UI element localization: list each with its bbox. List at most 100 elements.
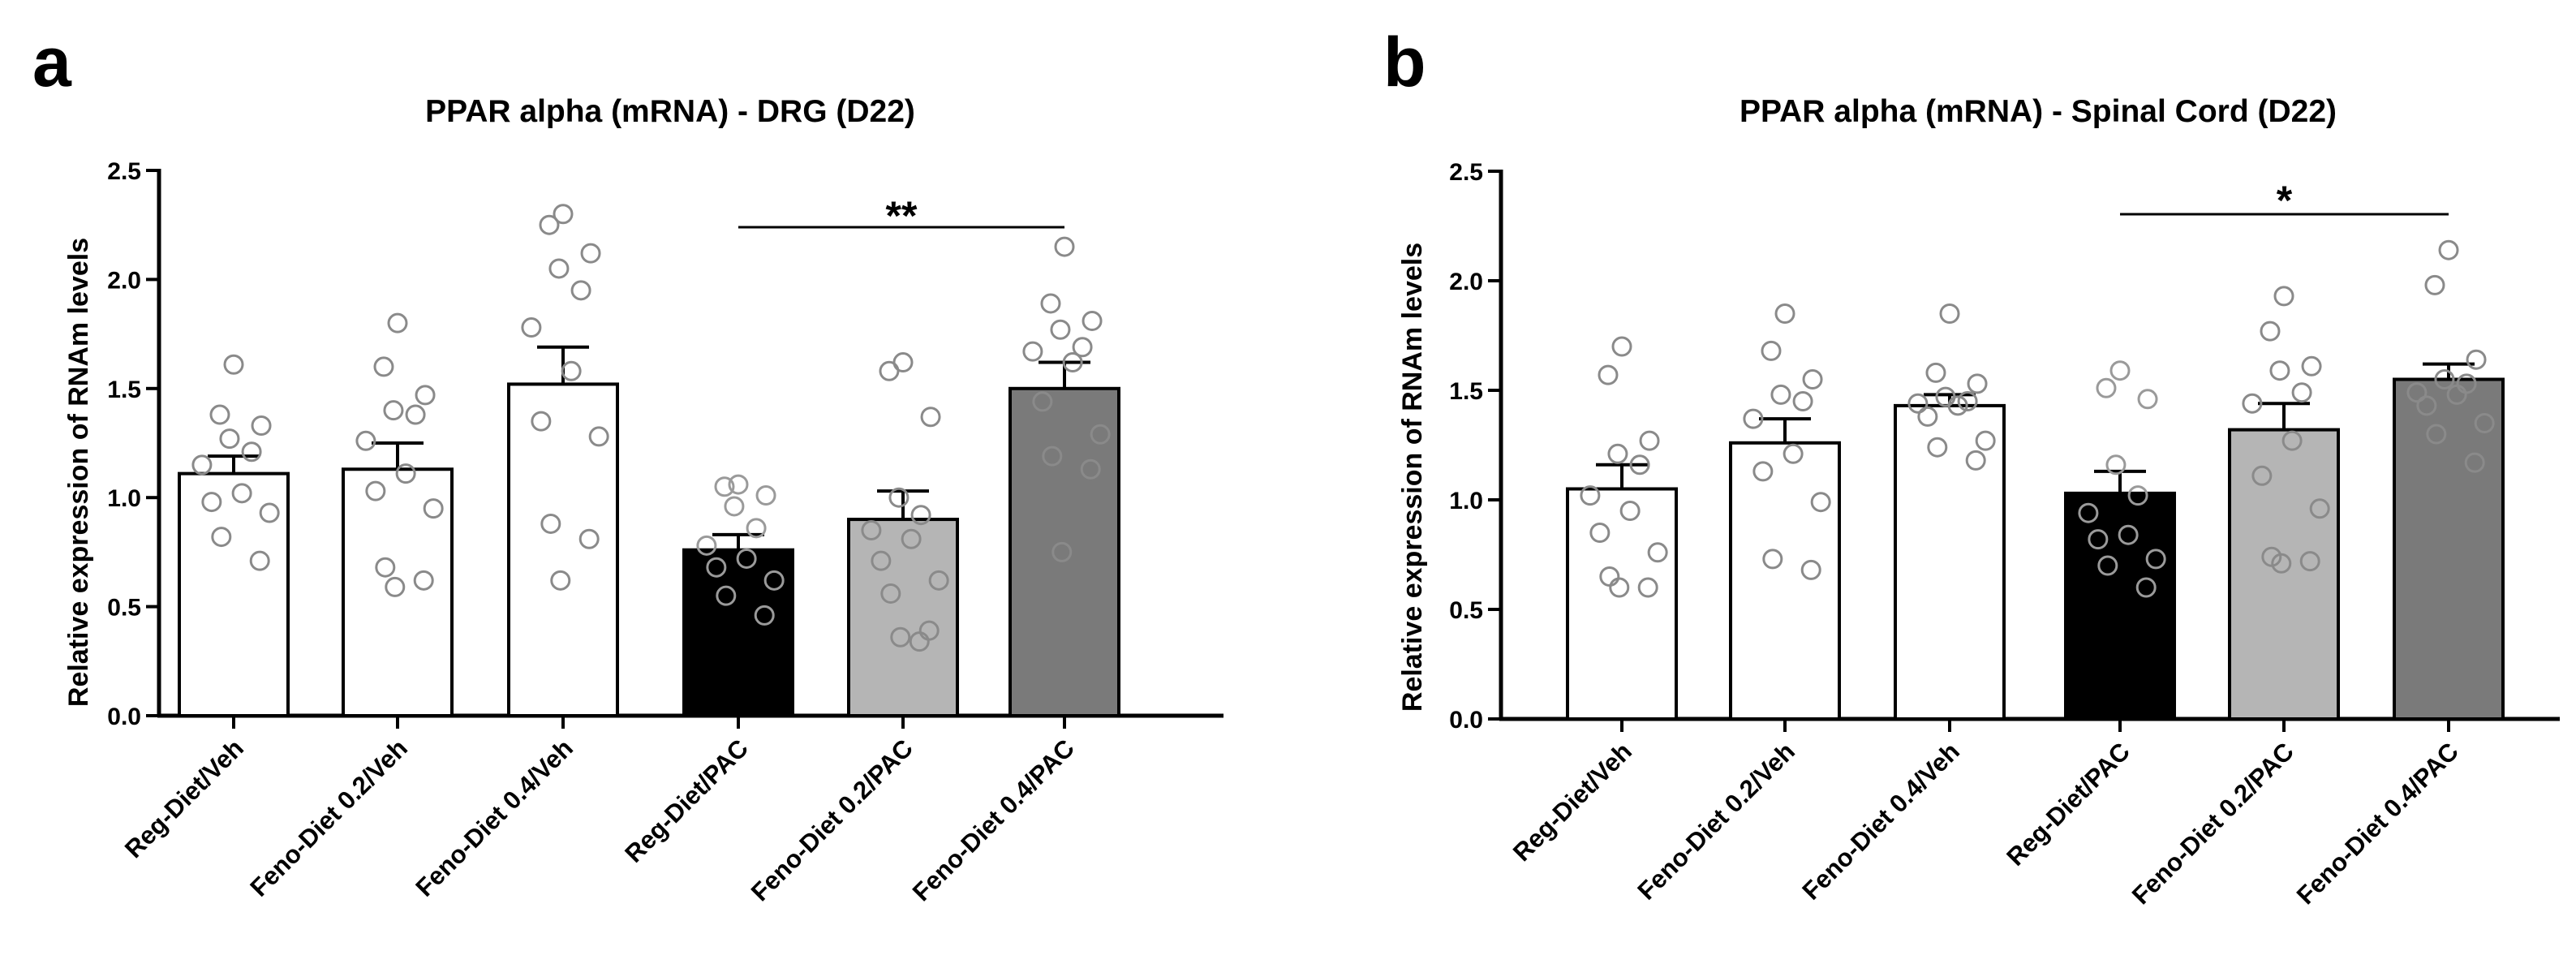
panel-a-data-point — [1051, 541, 1073, 562]
panel-a-data-point — [423, 498, 444, 519]
panel-a-x-tick-label: Feno-Diet 0.2/Veh — [244, 734, 412, 902]
panel-b-data-point — [1925, 362, 1946, 383]
panel-a-data-point — [1080, 458, 1101, 480]
panel-a-data-point — [696, 535, 717, 556]
panel-b-data-point — [2424, 274, 2445, 295]
panel-a-data-point — [724, 496, 745, 517]
panel-b-y-axis-label: Relative expression of RNAm levels — [1397, 243, 1428, 712]
panel-a-data-point — [890, 626, 911, 648]
panel-a-data-point — [879, 360, 900, 381]
panel-b-x-tick-label: Feno-Diet 0.2/Veh — [1632, 737, 1800, 905]
panel-a-data-point — [888, 487, 910, 508]
panel-b-y-tick-label: 1.0 — [1449, 488, 1483, 514]
panel-a-x-tick-label: Feno-Diet 0.2/PAC — [746, 734, 918, 906]
panel-a-data-point — [1050, 319, 1071, 340]
panel-b-data-point — [1598, 364, 1619, 385]
panel-b-data-point — [2118, 524, 2139, 545]
panel-a-y-tick-label: 1.0 — [107, 485, 141, 512]
panel-a-data-point — [521, 317, 542, 338]
panel-b-x-tick-label: Feno-Diet 0.4/PAC — [2291, 737, 2464, 910]
panel-b-data-point — [2096, 377, 2117, 398]
panel-b-data-point — [2145, 549, 2166, 570]
panel-b-x-tick-label: Feno-Diet 0.4/Veh — [1796, 737, 1964, 905]
panel-b-data-point — [2242, 393, 2263, 414]
panel-a-data-point — [706, 557, 727, 578]
panel-b-y-tick-label: 0.0 — [1449, 707, 1483, 734]
panel-a-data-point — [415, 385, 436, 406]
panel-b-data-point — [1947, 395, 1968, 416]
panel-a-data-point — [928, 570, 949, 591]
panel-a-data-point — [219, 428, 240, 450]
panel-b-data-point — [1774, 303, 1795, 324]
panel-b-data-point — [1629, 454, 1650, 476]
panel-b-data-point — [1743, 408, 1764, 429]
panel-b-data-point — [2127, 485, 2148, 506]
panel-b-data-point — [2446, 384, 2467, 405]
panel-b-data-point — [2078, 502, 2099, 523]
panel-b-data-point — [2291, 382, 2312, 403]
panel-b-data-point — [1637, 577, 1658, 598]
panel-a-data-point — [861, 520, 882, 541]
panel-b-data-point — [1762, 549, 1783, 570]
panel-a-y-tick-label: 2.5 — [107, 158, 141, 185]
panel-a-data-point — [880, 583, 901, 604]
panel-b-data-point — [2271, 553, 2292, 574]
panel-a-data-point — [754, 605, 775, 626]
panel-a-data-point — [746, 518, 767, 539]
panel-a-data-point — [553, 204, 574, 225]
panel-a-data-point — [763, 570, 785, 591]
panel-b-data-point — [1589, 523, 1611, 543]
panel-b-letter: b — [1383, 24, 1426, 101]
panel-a-title: PPAR alpha (mRNA) - DRG (D22) — [425, 94, 915, 129]
panel-a-x-tick-label: Feno-Diet 0.4/PAC — [907, 734, 1080, 906]
panel-a-data-point — [387, 312, 408, 334]
panel-b-data-point — [1770, 384, 1791, 405]
panel-a-plot: 0.00.51.01.52.02.5Reg-Diet/VehFeno-Diet … — [107, 158, 1223, 906]
panel-a-data-point — [714, 476, 735, 497]
panel-a-data-point — [910, 505, 931, 526]
panel-a-data-point — [249, 550, 270, 571]
panel-b-data-point — [1927, 437, 1948, 458]
panel-b-data-point — [1619, 501, 1641, 521]
panel-b-data-point — [1810, 492, 1831, 513]
panel-a: a PPAR alpha (mRNA) - DRG (D22) Relative… — [32, 24, 1223, 906]
panel-b-data-point — [2434, 369, 2455, 389]
panel-a-data-point — [728, 474, 749, 495]
panel-b-data-point — [2438, 239, 2459, 260]
panel-a-data-point — [355, 430, 376, 451]
panel-a-y-tick-label: 2.0 — [107, 267, 141, 294]
panel-b-data-point — [1752, 461, 1774, 482]
panel-b-data-point — [2135, 577, 2157, 598]
panel-b-x-tick-label: Reg-Diet/Veh — [1507, 737, 1637, 867]
panel-b-data-point — [1935, 386, 1956, 407]
panel-b-bar — [1894, 403, 2006, 721]
panel-a-x-tick-label: Feno-Diet 0.4/Veh — [410, 734, 578, 902]
panel-b-y-tick-label: 2.0 — [1449, 269, 1483, 295]
panel-a-data-point — [241, 441, 262, 463]
panel-b-bar — [2064, 491, 2176, 721]
panel-a-data-point — [716, 585, 737, 606]
panel-a-data-point — [385, 576, 406, 597]
panel-a-data-point — [1054, 236, 1075, 257]
panel-a-data-point — [550, 570, 571, 591]
panel-a-y-axis-label: Relative expression of RNAm levels — [63, 238, 94, 707]
panel-a-data-point — [223, 354, 244, 375]
panel-a-data-point — [413, 570, 434, 591]
panel-a-data-point — [211, 527, 232, 548]
panel-b-x-tick-label: Feno-Diet 0.2/PAC — [2127, 737, 2299, 910]
panel-b-data-point — [2109, 360, 2131, 381]
panel-b-data-point — [1792, 391, 1813, 411]
panel-a-x-tick-label: Reg-Diet/PAC — [619, 734, 754, 868]
panel-a-data-point — [375, 557, 396, 578]
panel-b-data-point — [1639, 430, 1660, 451]
panel-a-data-point — [871, 550, 892, 571]
panel-a-bar — [847, 518, 959, 718]
panel-b-data-point — [2137, 389, 2158, 410]
panel-a-data-point — [531, 411, 552, 432]
panel-b-y-tick-label: 2.5 — [1449, 159, 1483, 186]
panel-b-data-point — [2301, 355, 2322, 377]
panel-b-bar — [1566, 487, 1678, 721]
panel-b-data-point — [2097, 555, 2118, 576]
panel-b-data-point — [1580, 485, 1601, 506]
